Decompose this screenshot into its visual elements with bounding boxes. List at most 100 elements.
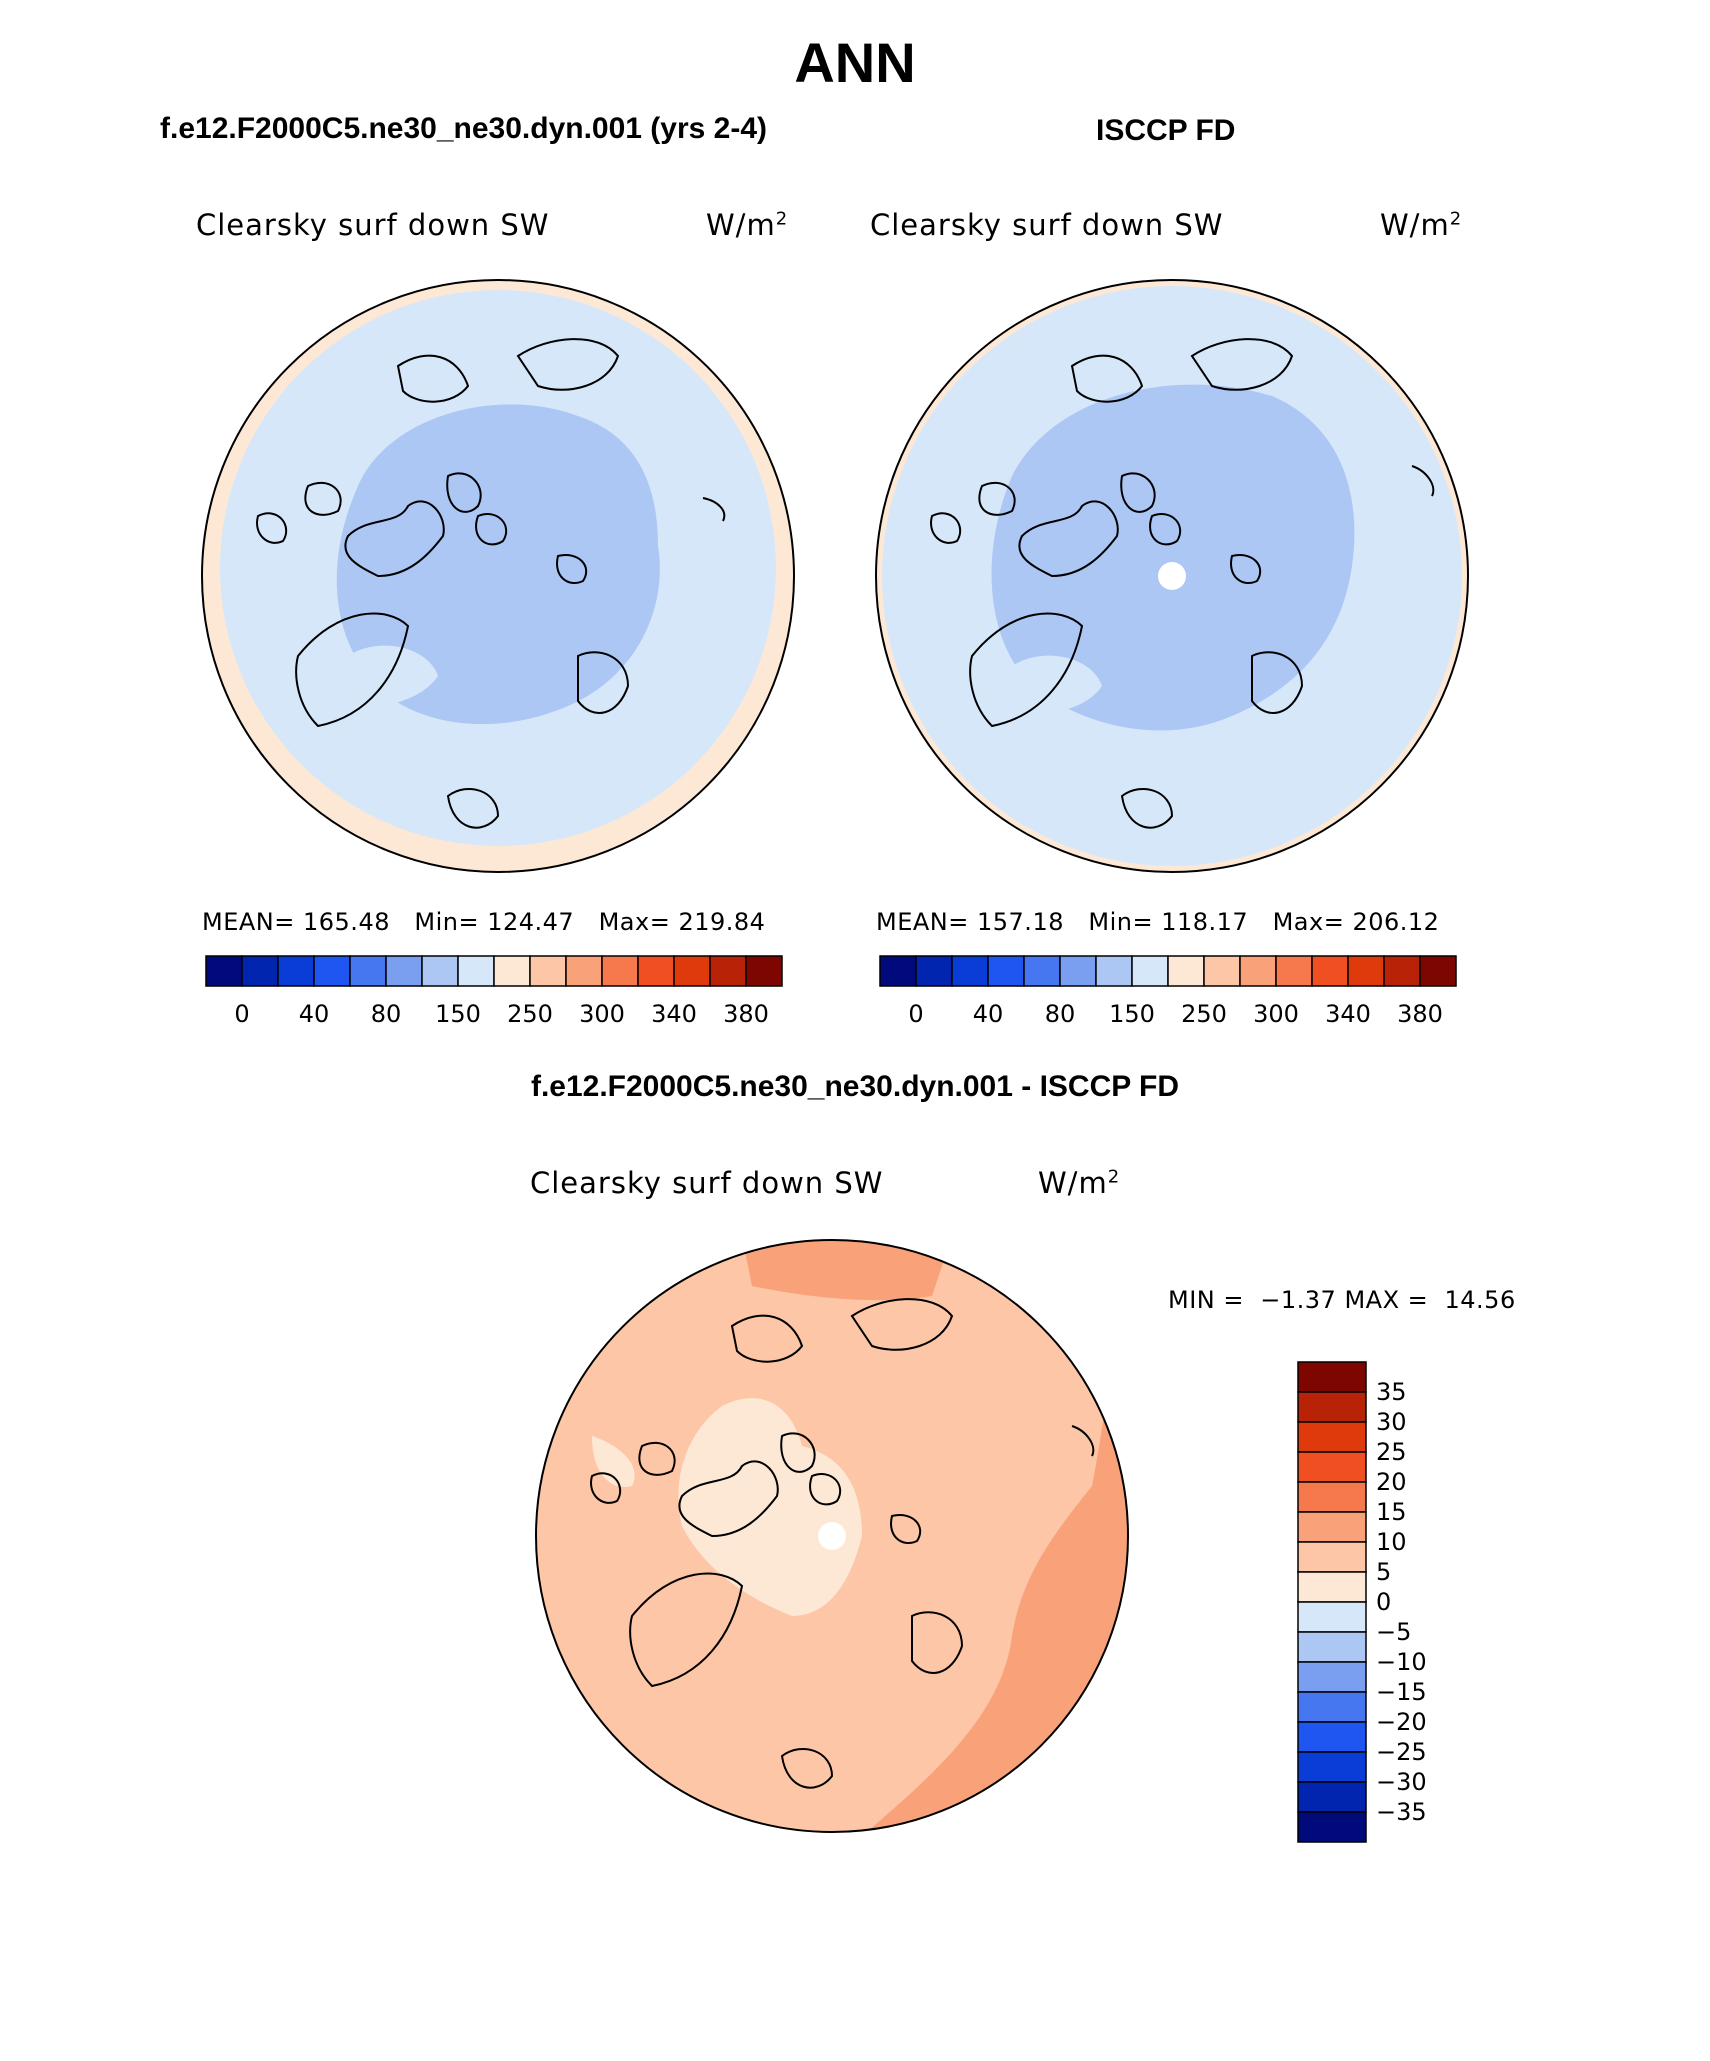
colorbar-swatch — [1275, 955, 1313, 987]
colorbar-swatch — [601, 955, 639, 987]
panel-2-tick-7: 380 — [1397, 1000, 1443, 1028]
panel-3-tick-5: 10 — [1376, 1528, 1407, 1556]
colorbar-swatch — [1095, 955, 1133, 987]
panel-3-coastlines — [590, 1298, 1095, 1789]
panel-3-colorbar — [1297, 1361, 1367, 1843]
panel-2-pole-hole — [1158, 562, 1186, 590]
page-title: ANN — [794, 31, 916, 94]
panel-3-map — [535, 1239, 1129, 1833]
colorbar-swatch — [1239, 955, 1277, 987]
colorbar-swatch — [421, 955, 459, 987]
panel-1-case-title: f.e12.F2000C5.ne30_ne30.dyn.001 (yrs 2-4… — [160, 112, 768, 145]
panel-1-map — [201, 279, 795, 873]
colorbar-swatch — [1297, 1811, 1367, 1843]
colorbar-swatch — [1023, 955, 1061, 987]
panel-3-pole-hole — [818, 1522, 846, 1550]
colorbar-swatch — [1297, 1601, 1367, 1633]
panel-3-tick-11: −20 — [1376, 1708, 1427, 1736]
panel-3-tick-14: −35 — [1376, 1798, 1427, 1826]
panel-1-tick-2: 80 — [370, 1000, 402, 1028]
panel-2-map — [875, 279, 1469, 873]
colorbar-swatch — [1347, 955, 1385, 987]
panel-1-tick-5: 300 — [579, 1000, 625, 1028]
panel-2-colorbar-labels: 0 40 80 150 250 300 340 380 — [880, 1000, 1456, 1030]
panel-2-field-label: Clearsky surf down SW — [870, 208, 1224, 242]
panel-3-stats: MIN = −1.37 MAX = 14.56 — [1168, 1286, 1516, 1314]
colorbar-swatch — [1297, 1541, 1367, 1573]
panel-2-tick-3: 150 — [1109, 1000, 1155, 1028]
panel-3-tick-8: −5 — [1376, 1618, 1412, 1646]
panel-3-case-title: f.e12.F2000C5.ne30_ne30.dyn.001 - ISCCP … — [530, 1070, 1180, 1103]
panel-3-tick-2: 25 — [1376, 1438, 1407, 1466]
panel-2-tick-6: 340 — [1325, 1000, 1371, 1028]
colorbar-swatch — [915, 955, 953, 987]
colorbar-swatch — [637, 955, 675, 987]
colorbar-swatch — [277, 955, 315, 987]
panel-3-tick-9: −10 — [1376, 1648, 1427, 1676]
colorbar-swatch — [1297, 1421, 1367, 1453]
colorbar-swatch — [1297, 1751, 1367, 1783]
panel-2-stats: MEAN= 157.18 Min= 118.17 Max= 206.12 — [876, 908, 1440, 936]
panel-3-tick-10: −15 — [1376, 1678, 1427, 1706]
colorbar-swatch — [1311, 955, 1349, 987]
panel-1-tick-6: 340 — [651, 1000, 697, 1028]
colorbar-swatch — [205, 955, 243, 987]
colorbar-swatch — [493, 955, 531, 987]
colorbar-swatch — [349, 955, 387, 987]
panel-3-tick-13: −30 — [1376, 1768, 1427, 1796]
panel-3-units: W/m2 — [1038, 1166, 1121, 1200]
colorbar-swatch — [529, 955, 567, 987]
colorbar-swatch — [1383, 955, 1421, 987]
panel-3-tick-3: 20 — [1376, 1468, 1407, 1496]
colorbar-swatch — [1297, 1691, 1367, 1723]
colorbar-swatch — [1059, 955, 1097, 987]
panel-1-tick-4: 250 — [507, 1000, 553, 1028]
colorbar-swatch — [1297, 1571, 1367, 1603]
panel-2-tick-0: 0 — [908, 1000, 924, 1028]
panel-1-tick-7: 380 — [723, 1000, 769, 1028]
panel-2-units: W/m2 — [1380, 208, 1463, 242]
panel-1-colorbar-labels: 0 40 80 150 250 300 340 380 — [206, 1000, 782, 1030]
colorbar-swatch — [1297, 1781, 1367, 1813]
panel-3-tick-0: 35 — [1376, 1378, 1407, 1406]
panel-3-strong-north — [742, 1240, 952, 1301]
panel-1-colorbar — [205, 955, 783, 987]
colorbar-swatch — [879, 955, 917, 987]
panel-2-colorbar — [879, 955, 1457, 987]
panel-2-inner-field — [991, 384, 1355, 731]
colorbar-swatch — [951, 955, 989, 987]
colorbar-swatch — [1203, 955, 1241, 987]
panel-1-stats: MEAN= 165.48 Min= 124.47 Max= 219.84 — [202, 908, 766, 936]
colorbar-swatch — [1297, 1721, 1367, 1753]
panel-1-tick-1: 40 — [298, 1000, 330, 1028]
panel-2-tick-1: 40 — [972, 1000, 1004, 1028]
panel-1-tick-3: 150 — [435, 1000, 481, 1028]
panel-1-inner-field — [336, 404, 660, 725]
panel-1-coastlines — [256, 338, 726, 829]
colorbar-swatch — [745, 955, 783, 987]
panel-3-light-center — [678, 1398, 862, 1616]
colorbar-swatch — [673, 955, 711, 987]
panel-3-strong-east — [862, 1240, 1128, 1832]
panel-1-field-label: Clearsky surf down SW — [196, 208, 550, 242]
colorbar-swatch — [1297, 1361, 1367, 1393]
colorbar-swatch — [385, 955, 423, 987]
colorbar-swatch — [1131, 955, 1169, 987]
colorbar-swatch — [1297, 1661, 1367, 1693]
panel-3-colorbar-labels: 35 30 25 20 15 10 5 0 −5 −10 −15 −20 −25… — [1376, 1362, 1476, 1842]
panel-2-coastlines — [930, 338, 1435, 829]
colorbar-swatch — [457, 955, 495, 987]
colorbar-swatch — [1297, 1451, 1367, 1483]
colorbar-swatch — [987, 955, 1025, 987]
colorbar-swatch — [1297, 1391, 1367, 1423]
colorbar-swatch — [1297, 1511, 1367, 1543]
panel-3-tick-4: 15 — [1376, 1498, 1407, 1526]
panel-3-tick-7: 0 — [1376, 1588, 1392, 1616]
colorbar-swatch — [1297, 1481, 1367, 1513]
colorbar-swatch — [709, 955, 747, 987]
panel-1-units: W/m2 — [706, 208, 789, 242]
panel-2-tick-4: 250 — [1181, 1000, 1227, 1028]
panel-2-greenland-patch — [1007, 655, 1102, 713]
panel-3-tick-6: 5 — [1376, 1558, 1392, 1586]
colorbar-swatch — [565, 955, 603, 987]
